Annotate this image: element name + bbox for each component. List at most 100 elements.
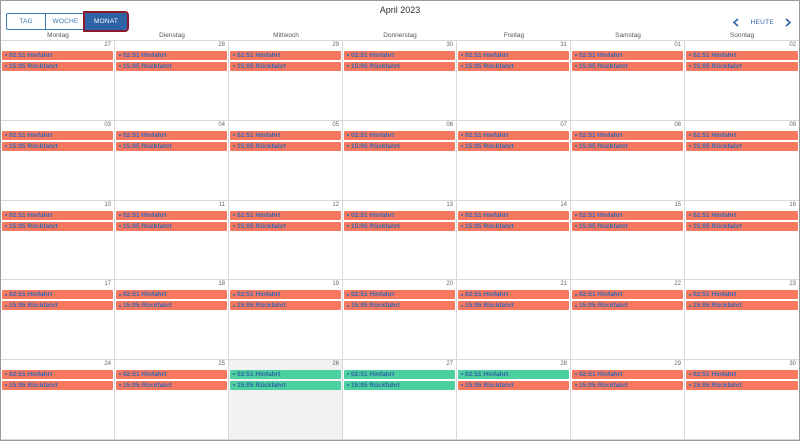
event-return[interactable]: 15:05 Rückfahrt [2, 221, 113, 231]
event-return[interactable]: 15:05 Rückfahrt [344, 221, 455, 231]
event-return[interactable]: 15:05 Rückfahrt [230, 301, 341, 311]
day-cell[interactable]: 03 02:51 Hinfahrt 15:05 Rückfahrt [1, 120, 115, 201]
event-outbound[interactable]: 02:51 Hinfahrt [686, 51, 798, 60]
event-outbound[interactable]: 02:51 Hinfahrt [2, 370, 113, 380]
view-day-button[interactable]: TAG [6, 13, 46, 30]
day-cell[interactable]: 24 02:51 Hinfahrt 15:05 Rückfahrt [1, 360, 115, 440]
day-cell[interactable]: 25 02:51 Hinfahrt 15:05 Rückfahrt [115, 360, 229, 440]
day-cell[interactable]: 20 02:51 Hinfahrt 15:05 Rückfahrt [343, 280, 457, 361]
event-outbound[interactable]: 02:51 Hinfahrt [116, 130, 227, 140]
day-cell[interactable]: 11 02:51 Hinfahrt 15:05 Rückfahrt [115, 200, 229, 281]
day-cell[interactable]: 30 02:51 Hinfahrt 15:05 Rückfahrt [343, 41, 457, 121]
event-outbound[interactable]: 02:51 Hinfahrt [230, 130, 341, 140]
event-outbound[interactable]: 02:51 Hinfahrt [686, 130, 798, 140]
view-month-button[interactable]: MONAT [83, 11, 129, 32]
event-outbound[interactable]: 02:51 Hinfahrt [230, 51, 341, 60]
event-return[interactable]: 15:05 Rückfahrt [230, 141, 341, 151]
event-return[interactable]: 15:05 Rückfahrt [686, 62, 798, 71]
event-outbound[interactable]: 02:51 Hinfahrt [344, 130, 455, 140]
event-outbound[interactable]: 02:51 Hinfahrt [458, 210, 569, 220]
event-outbound[interactable]: 02:51 Hinfahrt [344, 210, 455, 220]
event-outbound[interactable]: 02:51 Hinfahrt [116, 210, 227, 220]
event-outbound[interactable]: 02:51 Hinfahrt [116, 290, 227, 300]
event-outbound[interactable]: 02:51 Hinfahrt [458, 370, 569, 380]
event-return[interactable]: 15:05 Rückfahrt [686, 141, 798, 151]
event-return[interactable]: 15:05 Rückfahrt [116, 301, 227, 311]
day-cell-today[interactable]: 26 02:51 Hinfahrt 15:05 Rückfahrt [229, 360, 343, 440]
event-return[interactable]: 15:05 Rückfahrt [116, 62, 227, 71]
event-outbound[interactable]: 02:51 Hinfahrt [458, 290, 569, 300]
day-cell[interactable]: 16 02:51 Hinfahrt 15:05 Rückfahrt [685, 200, 799, 281]
event-outbound[interactable]: 02:51 Hinfahrt [572, 51, 683, 60]
day-cell[interactable]: 31 02:51 Hinfahrt 15:05 Rückfahrt [457, 41, 571, 121]
event-outbound[interactable]: 02:51 Hinfahrt [230, 290, 341, 300]
event-return[interactable]: 15:05 Rückfahrt [344, 381, 455, 391]
event-return[interactable]: 15:05 Rückfahrt [458, 221, 569, 231]
event-outbound[interactable]: 02:51 Hinfahrt [230, 370, 341, 380]
event-outbound[interactable]: 02:51 Hinfahrt [344, 370, 455, 380]
event-outbound[interactable]: 02:51 Hinfahrt [572, 290, 683, 300]
event-outbound[interactable]: 02:51 Hinfahrt [572, 130, 683, 140]
day-cell[interactable]: 07 02:51 Hinfahrt 15:05 Rückfahrt [457, 120, 571, 201]
event-outbound[interactable]: 02:51 Hinfahrt [230, 210, 341, 220]
day-cell[interactable]: 30 02:51 Hinfahrt 15:05 Rückfahrt [685, 360, 799, 440]
event-return[interactable]: 15:05 Rückfahrt [116, 141, 227, 151]
event-return[interactable]: 15:05 Rückfahrt [116, 221, 227, 231]
event-outbound[interactable]: 02:51 Hinfahrt [458, 51, 569, 60]
day-cell[interactable]: 27 02:51 Hinfahrt 15:05 Rückfahrt [1, 41, 115, 121]
event-outbound[interactable]: 02:51 Hinfahrt [2, 51, 113, 60]
event-outbound[interactable]: 02:51 Hinfahrt [686, 370, 798, 380]
event-return[interactable]: 15:05 Rückfahrt [572, 141, 683, 151]
event-outbound[interactable]: 02:51 Hinfahrt [116, 51, 227, 60]
event-return[interactable]: 15:05 Rückfahrt [572, 62, 683, 71]
chevron-left-icon[interactable] [730, 16, 742, 28]
day-cell[interactable]: 04 02:51 Hinfahrt 15:05 Rückfahrt [115, 120, 229, 201]
day-cell[interactable]: 08 02:51 Hinfahrt 15:05 Rückfahrt [571, 120, 685, 201]
day-cell[interactable]: 28 02:51 Hinfahrt 15:05 Rückfahrt [457, 360, 571, 440]
event-return[interactable]: 15:05 Rückfahrt [344, 62, 455, 71]
day-cell[interactable]: 15 02:51 Hinfahrt 15:05 Rückfahrt [571, 200, 685, 281]
event-return[interactable]: 15:05 Rückfahrt [2, 301, 113, 311]
event-return[interactable]: 15:05 Rückfahrt [230, 62, 341, 71]
event-return[interactable]: 15:05 Rückfahrt [458, 141, 569, 151]
event-outbound[interactable]: 02:51 Hinfahrt [116, 370, 227, 380]
day-cell[interactable]: 27 02:51 Hinfahrt 15:05 Rückfahrt [343, 360, 457, 440]
event-return[interactable]: 15:05 Rückfahrt [230, 221, 341, 231]
day-cell[interactable]: 01 02:51 Hinfahrt 15:05 Rückfahrt [571, 41, 685, 121]
event-return[interactable]: 15:05 Rückfahrt [458, 301, 569, 311]
day-cell[interactable]: 23 02:51 Hinfahrt 15:05 Rückfahrt [685, 280, 799, 361]
event-return[interactable]: 15:05 Rückfahrt [686, 381, 798, 391]
event-outbound[interactable]: 02:51 Hinfahrt [686, 290, 798, 300]
event-outbound[interactable]: 02:51 Hinfahrt [2, 210, 113, 220]
event-return[interactable]: 15:05 Rückfahrt [572, 381, 683, 391]
event-return[interactable]: 15:05 Rückfahrt [572, 301, 683, 311]
event-return[interactable]: 15:05 Rückfahrt [686, 221, 798, 231]
day-cell[interactable]: 09 02:51 Hinfahrt 15:05 Rückfahrt [685, 120, 799, 201]
today-button[interactable]: HEUTE [750, 18, 774, 26]
event-return[interactable]: 15:05 Rückfahrt [116, 381, 227, 391]
event-outbound[interactable]: 02:51 Hinfahrt [344, 51, 455, 60]
day-cell[interactable]: 10 02:51 Hinfahrt 15:05 Rückfahrt [1, 200, 115, 281]
event-return[interactable]: 15:05 Rückfahrt [2, 62, 113, 71]
view-week-button[interactable]: WOCHE [45, 13, 86, 30]
event-outbound[interactable]: 02:51 Hinfahrt [2, 290, 113, 300]
day-cell[interactable]: 29 02:51 Hinfahrt 15:05 Rückfahrt [229, 41, 343, 121]
event-return[interactable]: 15:05 Rückfahrt [2, 381, 113, 391]
day-cell[interactable]: 13 02:51 Hinfahrt 15:05 Rückfahrt [343, 200, 457, 281]
event-outbound[interactable]: 02:51 Hinfahrt [686, 210, 798, 220]
day-cell[interactable]: 05 02:51 Hinfahrt 15:05 Rückfahrt [229, 120, 343, 201]
day-cell[interactable]: 17 02:51 Hinfahrt 15:05 Rückfahrt [1, 280, 115, 361]
day-cell[interactable]: 28 02:51 Hinfahrt 15:05 Rückfahrt [115, 41, 229, 121]
day-cell[interactable]: 14 02:51 Hinfahrt 15:05 Rückfahrt [457, 200, 571, 281]
event-return[interactable]: 15:05 Rückfahrt [230, 381, 341, 391]
event-return[interactable]: 15:05 Rückfahrt [344, 141, 455, 151]
event-return[interactable]: 15:05 Rückfahrt [458, 381, 569, 391]
event-return[interactable]: 15:05 Rückfahrt [686, 301, 798, 311]
day-cell[interactable]: 29 02:51 Hinfahrt 15:05 Rückfahrt [571, 360, 685, 440]
event-return[interactable]: 15:05 Rückfahrt [2, 141, 113, 151]
day-cell[interactable]: 02 02:51 Hinfahrt 15:05 Rückfahrt [685, 41, 799, 121]
event-return[interactable]: 15:05 Rückfahrt [344, 301, 455, 311]
event-outbound[interactable]: 02:51 Hinfahrt [2, 130, 113, 140]
day-cell[interactable]: 18 02:51 Hinfahrt 15:05 Rückfahrt [115, 280, 229, 361]
chevron-right-icon[interactable] [782, 16, 794, 28]
